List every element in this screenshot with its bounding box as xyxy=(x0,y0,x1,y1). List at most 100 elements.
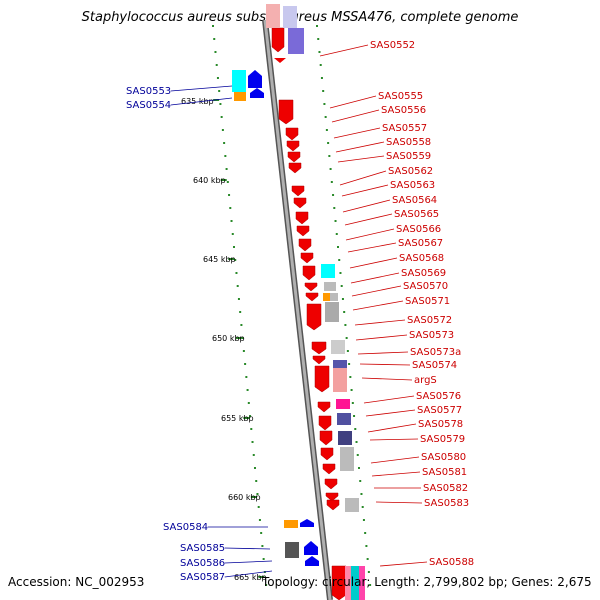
ring-dot xyxy=(319,64,322,66)
ring-dot xyxy=(346,350,349,352)
tick-dot xyxy=(257,506,260,508)
label-leader-line xyxy=(370,456,420,464)
forward-gene-arrow xyxy=(274,58,286,63)
label-leader-line xyxy=(352,300,404,311)
tick-dot xyxy=(255,480,258,482)
gene-label-right: SAS0579 xyxy=(420,434,465,445)
tick-dot xyxy=(245,376,248,378)
gene-label-right: SAS0563 xyxy=(390,180,435,191)
tick-dot xyxy=(253,467,256,469)
feature-block xyxy=(351,566,359,600)
gene-label-right: SAS0574 xyxy=(412,360,457,371)
accession-text: Accession: NC_002953 xyxy=(8,575,145,589)
reverse-gene-arrow xyxy=(305,556,319,566)
forward-gene-arrow xyxy=(304,282,318,292)
gene-label-right: SAS0562 xyxy=(388,166,433,177)
gene-label-left: SAS0553 xyxy=(126,86,171,97)
tick-mark xyxy=(243,417,250,419)
ring-dot xyxy=(336,246,339,248)
ring-dot xyxy=(353,415,356,417)
gene-label-right: argS xyxy=(414,375,437,386)
ring-dot xyxy=(317,38,320,40)
feature-block xyxy=(330,293,338,301)
label-leader-line xyxy=(365,409,416,417)
forward-gene-arrow xyxy=(320,447,334,461)
feature-block xyxy=(285,542,299,558)
forward-gene-arrow xyxy=(314,365,330,393)
tick-dot xyxy=(215,64,218,66)
ring-dot xyxy=(345,337,348,339)
tick-dot xyxy=(220,116,223,118)
gene-label-left: SAS0554 xyxy=(126,100,171,111)
feature-block xyxy=(331,340,345,354)
ring-dot xyxy=(329,168,332,170)
tick-dot xyxy=(216,77,219,79)
tick-dot xyxy=(240,324,243,326)
feature-block xyxy=(323,293,331,301)
label-leader-line xyxy=(355,334,408,341)
gene-label-right: SAS0552 xyxy=(370,40,415,51)
ring-dot xyxy=(332,194,335,196)
forward-gene-arrow xyxy=(296,225,310,237)
outer-ring-dots xyxy=(316,25,372,586)
tick-655: 655 kbp xyxy=(221,414,254,423)
gene-label-right: SAS0578 xyxy=(418,419,463,430)
ring-dot xyxy=(359,480,362,482)
ring-dot xyxy=(316,25,318,27)
ring-dot xyxy=(322,90,325,92)
tick-mark xyxy=(228,258,235,260)
gene-label-right: SAS0573a xyxy=(410,347,461,358)
forward-gene-arrow xyxy=(306,303,322,331)
feature-block xyxy=(336,399,350,409)
ring-dot xyxy=(351,402,354,404)
feature-block xyxy=(324,282,336,291)
tick-labels: 635 kbp 640 kbp 645 kbp 650 kbp 655 kbp … xyxy=(181,97,267,582)
tick-dot xyxy=(219,103,222,105)
label-leader-line xyxy=(379,561,428,567)
feature-block xyxy=(325,302,339,322)
ring-dot xyxy=(344,324,347,326)
gene-label-right: SAS0576 xyxy=(416,391,461,402)
backbone xyxy=(263,19,332,600)
forward-gene-arrow xyxy=(291,185,305,197)
reverse-genes xyxy=(248,70,319,566)
gene-label-right: SAS0558 xyxy=(386,137,431,148)
tick-mark xyxy=(235,337,242,339)
ring-dot xyxy=(338,259,341,261)
ring-dot xyxy=(360,493,363,495)
forward-gene-arrow xyxy=(278,99,294,125)
gene-label-left: SAS0584 xyxy=(163,522,208,533)
feature-block xyxy=(345,498,359,512)
reverse-gene-arrow xyxy=(300,519,314,527)
feature-block xyxy=(333,360,347,368)
forward-gene-arrow xyxy=(331,565,347,600)
ring-dot xyxy=(349,376,352,378)
gene-label-right: SAS0555 xyxy=(378,91,423,102)
tick-dot xyxy=(213,38,216,40)
tick-635: 635 kbp xyxy=(181,97,214,106)
gene-label-right: SAS0581 xyxy=(422,467,467,478)
forward-gene-arrow xyxy=(311,341,327,355)
ring-dot xyxy=(334,220,337,222)
tick-dot xyxy=(231,233,234,235)
tick-dot xyxy=(258,519,261,521)
tick-dot xyxy=(228,194,231,196)
tick-dot xyxy=(256,493,259,495)
ring-dot xyxy=(330,181,333,183)
label-leader-line xyxy=(361,377,413,381)
tick-dot xyxy=(221,129,224,131)
label-leader-line xyxy=(357,351,409,355)
label-leader-line xyxy=(375,501,423,504)
ring-dot xyxy=(350,389,353,391)
forward-gene-arrow xyxy=(312,355,326,365)
label-leader-line xyxy=(359,363,411,366)
tick-645: 645 kbp xyxy=(203,255,236,264)
ring-dot xyxy=(361,506,364,508)
tick-dot xyxy=(224,155,227,157)
ring-dot xyxy=(355,441,358,443)
ring-dot xyxy=(318,51,321,53)
label-leader-line xyxy=(341,184,389,197)
tick-dot xyxy=(251,441,254,443)
gene-label-right: SAS0565 xyxy=(394,209,439,220)
feature-block xyxy=(359,566,365,600)
